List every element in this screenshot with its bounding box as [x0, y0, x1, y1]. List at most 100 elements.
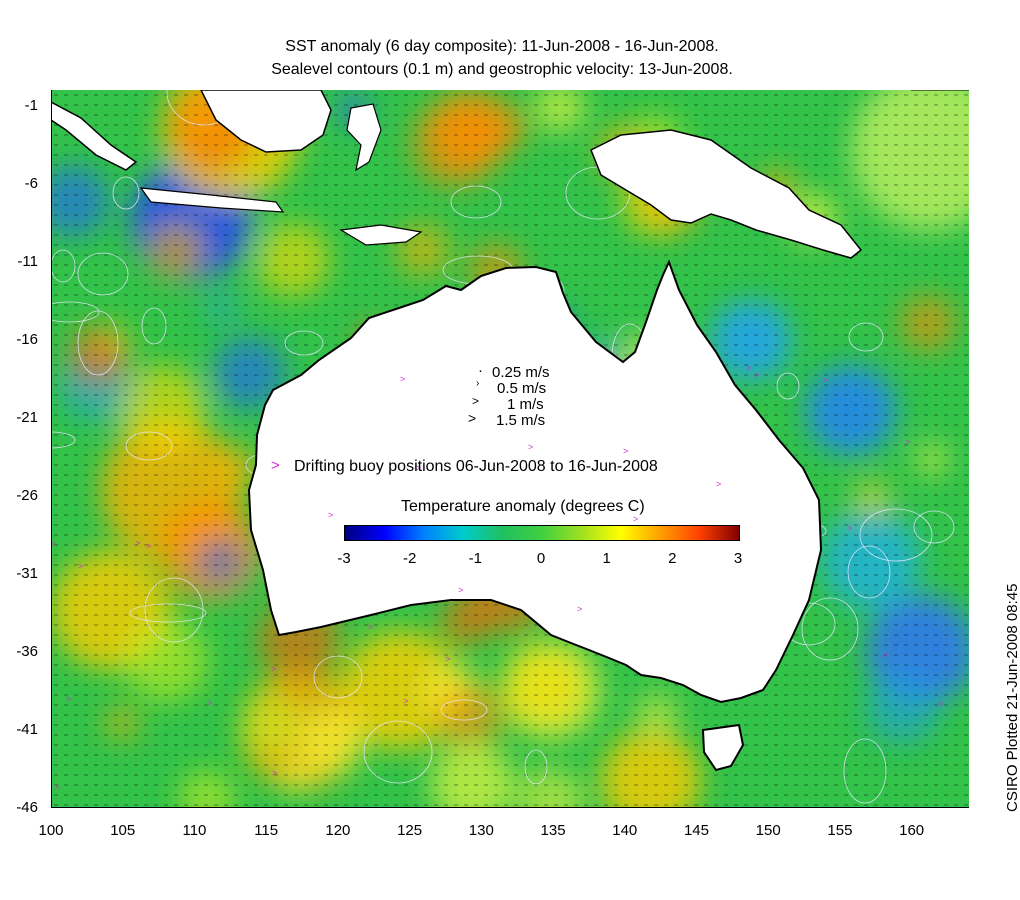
- plot-frame: [51, 90, 969, 808]
- buoy-marker: >: [51, 539, 56, 549]
- buoy-marker: >: [207, 698, 212, 708]
- sealevel-contour: [77, 310, 119, 376]
- x-tick-label: 100: [38, 822, 64, 839]
- y-tick-label: -26: [16, 486, 38, 504]
- buoy-marker: >: [623, 446, 628, 456]
- colorbar-tick-label: -1: [468, 550, 482, 567]
- buoy-marker: >: [368, 622, 373, 632]
- y-tick-label: -21: [16, 408, 38, 426]
- x-tick-label: 150: [755, 822, 781, 839]
- sealevel-contour: [313, 655, 363, 699]
- sealevel-contour: [776, 372, 800, 400]
- chart-subtitle: Sealevel contours (0.1 m) and geostrophi…: [271, 61, 733, 78]
- buoy-marker: >: [135, 538, 140, 548]
- x-tick-label: 130: [468, 822, 494, 839]
- sealevel-contour: [363, 720, 433, 784]
- y-tick-label: -11: [17, 252, 38, 270]
- buoy-marker: >: [938, 699, 943, 709]
- buoy-legend-label: Drifting buoy positions 06-Jun-2008 to 1…: [294, 458, 658, 475]
- velocity-legend-label-1: 0.25 m/s: [492, 364, 550, 381]
- buoy-marker: >: [528, 442, 533, 452]
- buoy-marker: >: [458, 585, 463, 595]
- sealevel-contour: [51, 301, 100, 323]
- buoy-marker: >: [754, 370, 759, 380]
- x-tick-label: 135: [540, 822, 566, 839]
- sealevel-contour: [284, 330, 324, 356]
- x-tick-label: 145: [683, 822, 709, 839]
- sealevel-contour: [77, 252, 129, 296]
- buoy-marker: >: [54, 782, 59, 792]
- colorbar-tick-label: 1: [602, 550, 611, 567]
- buoy-marker: >: [577, 604, 582, 614]
- colorbar-tick-label: -3: [337, 550, 351, 567]
- buoy-marker: >: [328, 510, 333, 520]
- buoy-marker: >: [883, 650, 888, 660]
- buoy-marker: >: [66, 694, 71, 704]
- x-tick-label: 120: [325, 822, 351, 839]
- buoy-marker: >: [445, 654, 450, 664]
- colorbar-tick-label: -2: [402, 550, 417, 567]
- y-tick-label: -6: [24, 174, 38, 192]
- sealevel-contour: [51, 431, 76, 449]
- sealevel-contour: [440, 699, 488, 721]
- colorbar-title: Temperature anomaly (degrees C): [401, 498, 645, 515]
- colorbar-tick-label: 3: [733, 550, 743, 567]
- x-tick-label: 155: [827, 822, 853, 839]
- buoy-marker: >: [78, 561, 83, 571]
- y-tick-label: -46: [16, 799, 38, 816]
- colorbar-tick-label: 0: [536, 550, 546, 567]
- sealevel-contour: [859, 508, 933, 562]
- sealevel-contour: [129, 603, 207, 623]
- timor-land: [339, 224, 423, 246]
- colorbar: [344, 525, 740, 541]
- y-tick-label: -1: [24, 96, 38, 114]
- velocity-legend-label-4: 1.5 m/s: [496, 412, 546, 429]
- x-tick-label: 125: [397, 822, 423, 839]
- buoy-marker: >: [905, 437, 910, 447]
- chart-title: SST anomaly (6 day composite): 11-Jun-20…: [285, 38, 719, 55]
- tasmania-land: [701, 723, 745, 772]
- buoy-marker: >: [146, 541, 151, 551]
- buoy-marker: >: [403, 696, 408, 706]
- x-tick-label: 110: [182, 822, 207, 839]
- australia-land: [247, 259, 823, 704]
- sst-anomaly-map: > > > > > > > > > > > > > > > > > > > > > > > > > > > >: [51, 90, 969, 808]
- sumatra-land: [51, 101, 138, 171]
- sealevel-contour: [913, 510, 955, 544]
- y-tick-label: -31: [16, 564, 38, 582]
- sealevel-contour: [144, 577, 204, 643]
- sealevel-contour: [801, 597, 859, 661]
- sulawesi-land: [346, 103, 382, 172]
- buoy-marker: >: [272, 768, 277, 778]
- sealevel-contour: [51, 249, 76, 283]
- sealevel-contour: [141, 307, 167, 345]
- sealevel-contour: [848, 322, 884, 352]
- x-tick-label: 105: [110, 822, 136, 839]
- buoy-marker: >: [400, 374, 405, 384]
- java-land: [139, 187, 285, 213]
- x-tick-label: 140: [612, 822, 638, 839]
- credit-label: CSIRO Plotted 21-Jun-2008 08:45: [1004, 583, 1020, 812]
- sealevel-contour: [847, 545, 891, 599]
- sealevel-contour: [112, 176, 140, 210]
- vel-arrow-icon: ·: [478, 362, 483, 379]
- y-tick-label: -16: [16, 330, 38, 348]
- sealevel-contour: [524, 749, 548, 785]
- x-tick-label: 160: [899, 822, 925, 839]
- buoy-marker: >: [271, 664, 276, 674]
- vel-arrow-icon: >: [468, 410, 477, 426]
- borneo-land: [200, 90, 332, 153]
- vel-arrow-icon: ›: [476, 378, 480, 389]
- y-tick-label: -36: [16, 642, 38, 660]
- buoy-marker: >: [633, 514, 638, 524]
- sealevel-contour: [843, 738, 887, 804]
- buoy-marker: >: [823, 375, 828, 385]
- y-tick-label: -41: [16, 720, 38, 738]
- buoy-marker-icon: >: [271, 457, 280, 474]
- buoy-marker: >: [746, 363, 751, 373]
- buoy-marker: >: [847, 523, 852, 533]
- drifting-buoy-markers: > > > > > > > > > > > > > > > > > > > > > > > > > > > >: [51, 363, 943, 792]
- new-guinea-land: [590, 129, 863, 259]
- buoy-marker: >: [716, 479, 721, 489]
- vel-arrow-icon: >: [472, 394, 480, 408]
